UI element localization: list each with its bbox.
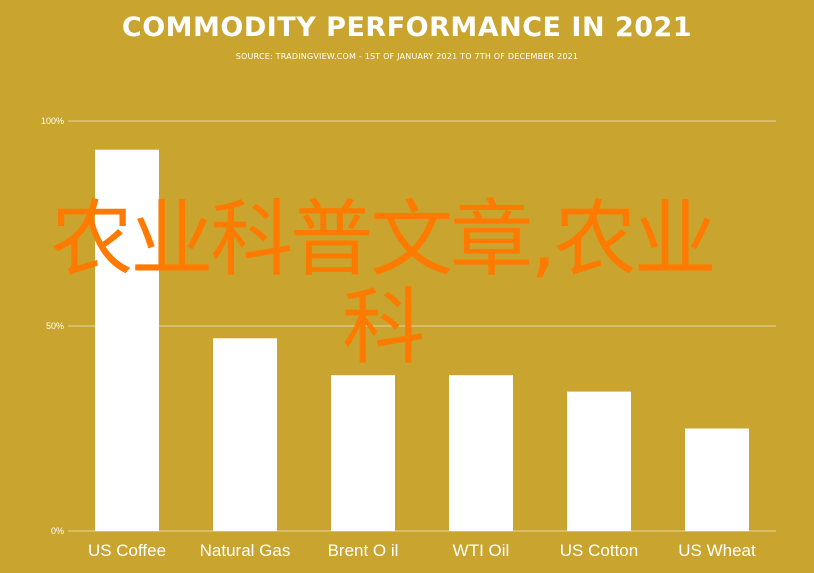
x-tick-label: US Wheat (678, 541, 756, 560)
bar (685, 428, 749, 531)
y-tick-label: 50% (46, 321, 64, 331)
bar (331, 375, 395, 531)
gridlines (68, 120, 776, 532)
y-axis-ticks: 0% 50% 100% (41, 116, 64, 536)
bar (95, 149, 159, 531)
y-tick-label: 100% (41, 116, 64, 126)
chart-title: COMMODITY PERFORMANCE IN 2021 (121, 12, 693, 43)
x-axis-ticks: US Coffee Natural Gas Brent O il WTI Oil US … (88, 541, 756, 560)
x-tick-label: US Coffee (88, 541, 166, 560)
bar (567, 391, 631, 531)
x-tick-label: Natural Gas (200, 541, 291, 560)
x-tick-label: WTI Oil (453, 541, 510, 560)
y-tick-label: 0% (51, 526, 64, 536)
bar (213, 338, 277, 531)
bar (449, 375, 513, 531)
chart-subtitle: SOURCE: TRADINGVIEW.COM - 1ST OF JANUARY… (235, 52, 579, 61)
x-tick-label: Brent O il (328, 541, 399, 560)
bars (95, 149, 749, 531)
x-tick-label: US Cotton (560, 541, 638, 560)
